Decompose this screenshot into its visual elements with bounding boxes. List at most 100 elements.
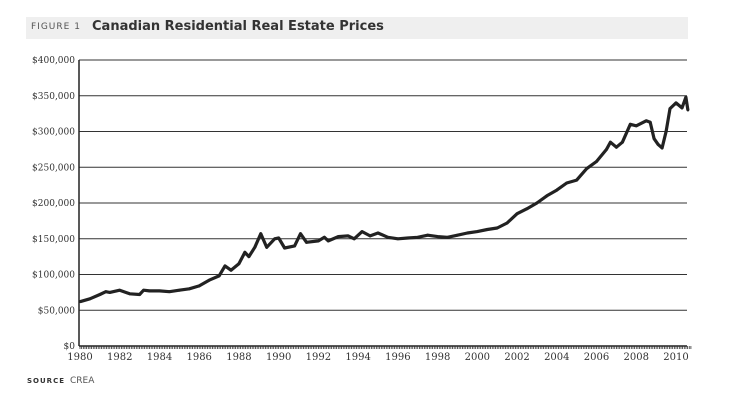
data-point [376,231,380,235]
x-tick-label: 1994 [345,352,370,363]
data-point [305,240,308,244]
data-point [177,288,181,292]
source-note: SOURCE CREA [27,376,94,386]
data-point [505,221,509,225]
data-point [515,212,519,216]
data-point [466,231,469,235]
x-tick-label: 1986 [186,352,211,363]
x-tick-label: 1996 [385,352,410,363]
data-point [88,297,92,301]
data-point [207,278,211,282]
data-point [118,288,122,292]
data-point [229,268,233,272]
data-point [142,288,145,292]
data-point [396,237,400,241]
x-tick-label: 1980 [67,352,92,363]
data-point [555,188,559,192]
x-tick-label: 2002 [504,352,529,363]
data-point [648,120,652,124]
data-point [317,239,320,243]
data-point [104,290,108,294]
data-point [322,235,326,239]
data-point [138,293,142,296]
data-point [336,235,340,239]
data-point [158,289,161,293]
data-point [108,290,112,294]
x-tick-label: 1998 [425,352,450,363]
y-tick-label: $250,000 [32,163,75,173]
y-tick-label: $400,000 [32,56,75,66]
data-point [352,237,356,241]
data-point [217,274,221,278]
source-value: CREA [70,376,95,386]
data-point [386,235,390,239]
data-point [535,201,539,205]
data-point [148,289,151,293]
y-tick-label: $50,000 [38,306,75,316]
data-point [664,130,668,133]
x-tick-label: 2006 [584,352,609,363]
data-point [265,245,269,249]
chart-title: Canadian Residential Real Estate Prices [92,19,384,34]
data-point [575,178,579,182]
data-point [674,101,678,105]
data-point [495,226,499,230]
data-point [545,194,549,198]
data-point [326,239,330,243]
data-point [485,228,489,231]
data-point [446,235,449,239]
data-point [299,232,302,236]
data-point [644,119,648,123]
data-point [368,234,372,238]
x-tick-label: 1984 [147,352,172,363]
data-point [585,167,588,171]
data-point [223,264,227,268]
data-point [620,140,624,144]
data-point [609,140,612,144]
data-point [686,108,690,112]
figure-label: FIGURE 1 [31,22,81,32]
y-tick-label: $350,000 [32,92,75,102]
data-point [684,95,688,99]
data-point [652,137,656,141]
data-point [426,233,430,237]
data-point [128,292,132,296]
data-point [237,262,241,266]
data-point [247,255,251,259]
source-label: SOURCE [27,377,65,385]
data-point [680,106,684,110]
data-point [525,207,529,211]
y-tick-label: $0 [64,342,76,352]
x-tick-label: 2004 [544,352,569,363]
data-point [660,146,664,150]
figure-header: FIGURE 1 Canadian Residential Real Estat… [26,17,688,39]
data-point [406,236,410,240]
data-point [243,250,247,254]
data-point [360,230,364,234]
x-tick-label: 2000 [465,352,490,363]
x-tick-label: 2010 [663,352,688,363]
data-point [293,244,296,248]
data-point [78,300,82,304]
data-point [605,147,608,151]
data-point [187,287,191,291]
data-point [168,290,171,294]
data-point [634,124,638,128]
x-tick-label: 1992 [306,352,331,363]
data-point [475,230,479,234]
data-point [456,233,459,237]
data-point [656,142,660,146]
price-series-line [79,95,690,304]
data-point [283,246,287,250]
data-point [259,232,263,236]
data-point [628,122,632,126]
data-point [615,145,618,149]
y-tick-label: $100,000 [32,271,75,281]
data-point [197,284,201,288]
y-tick-label: $300,000 [32,128,75,138]
x-tick-label: 1990 [266,352,291,363]
data-point [98,293,102,296]
data-point [277,236,281,240]
x-tick-label: 1988 [226,352,251,363]
